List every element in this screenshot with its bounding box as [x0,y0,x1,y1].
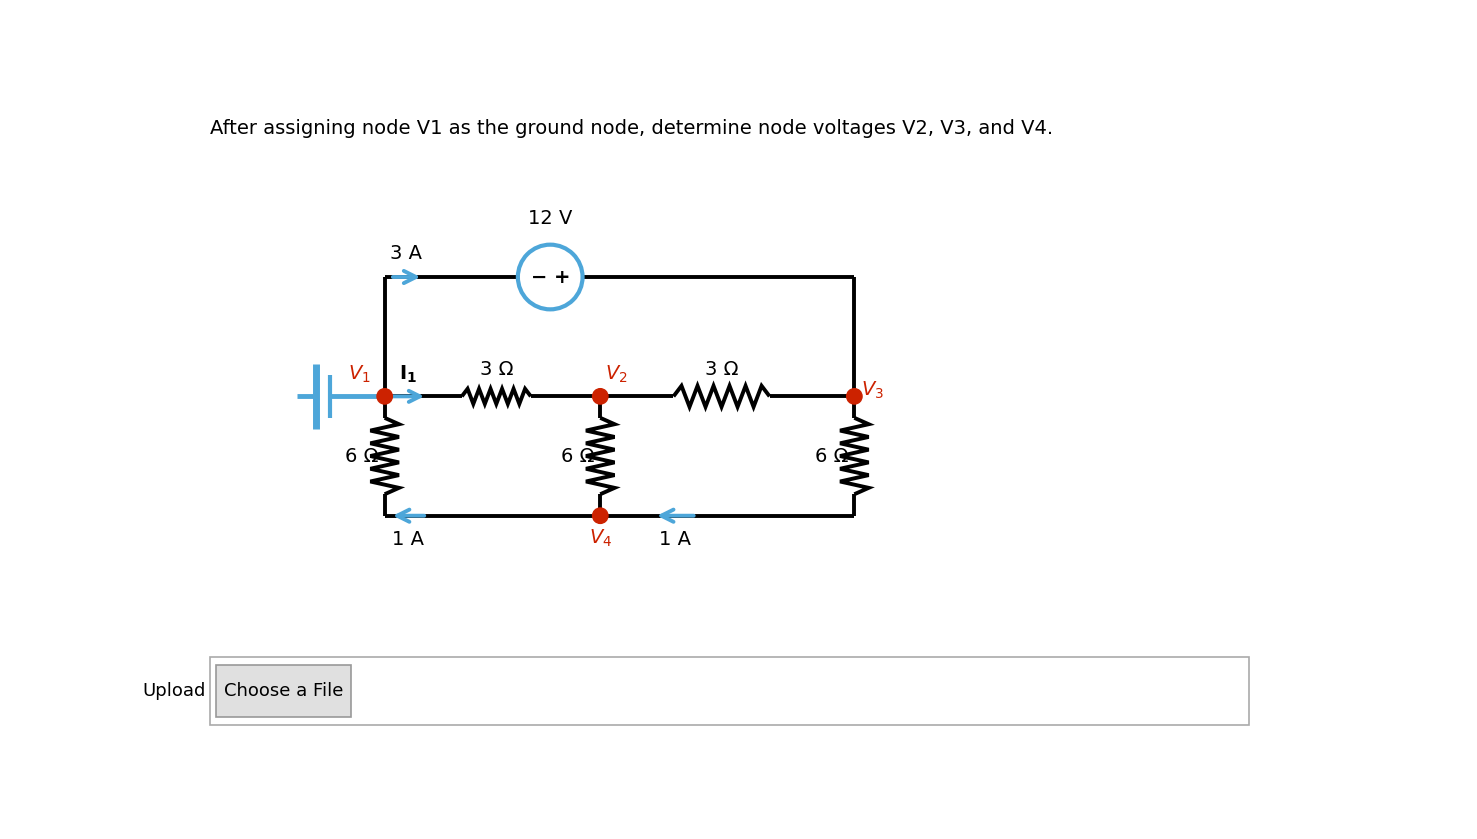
Circle shape [592,388,609,404]
FancyBboxPatch shape [216,665,352,717]
Text: 6 Ω: 6 Ω [815,446,848,466]
Text: 3 Ω: 3 Ω [480,361,513,379]
Text: 3 Ω: 3 Ω [705,361,738,379]
Text: $V_3$: $V_3$ [861,379,883,401]
Text: 1 A: 1 A [659,529,691,549]
Text: Upload: Upload [143,682,205,701]
Text: $V_4$: $V_4$ [589,527,611,549]
FancyBboxPatch shape [210,658,1250,725]
Text: $V_2$: $V_2$ [606,363,628,385]
Text: 6 Ω: 6 Ω [346,446,378,466]
Text: 6 Ω: 6 Ω [561,446,594,466]
Text: 1 A: 1 A [391,529,424,549]
Text: $V_1$: $V_1$ [349,363,371,385]
Circle shape [592,508,609,524]
Circle shape [377,388,393,404]
Text: $\mathbf{I_1}$: $\mathbf{I_1}$ [399,363,417,385]
Circle shape [846,388,863,404]
Text: −: − [530,268,546,286]
Text: 3 A: 3 A [390,244,422,263]
Text: Choose a File: Choose a File [223,682,343,701]
Text: 12 V: 12 V [529,209,573,227]
Text: +: + [554,268,570,286]
Text: After assigning node V1 as the ground node, determine node voltages V2, V3, and : After assigning node V1 as the ground no… [210,119,1053,138]
